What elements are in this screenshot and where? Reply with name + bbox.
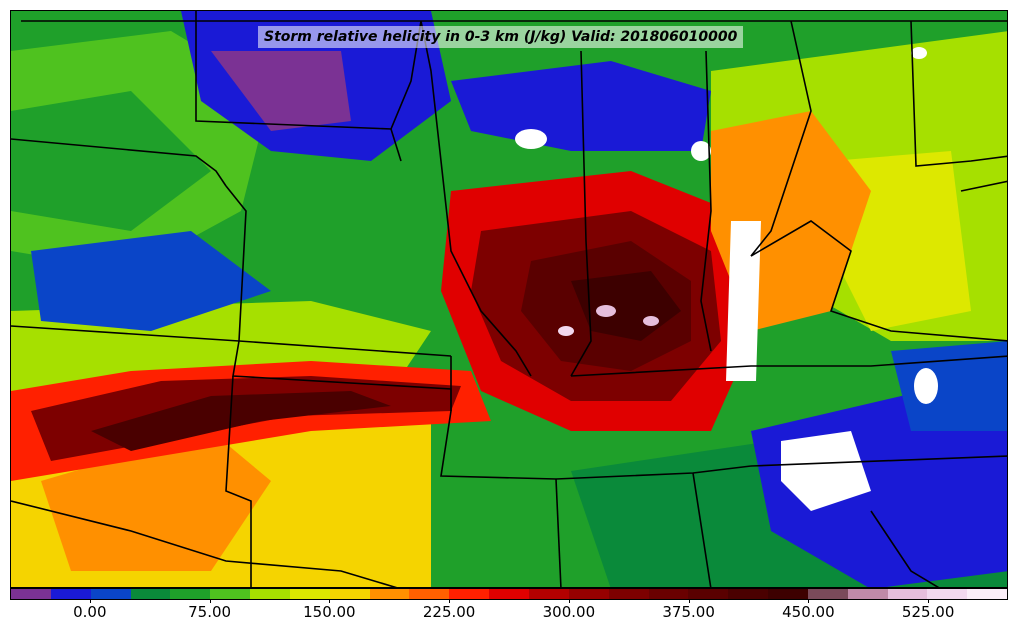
colorbar-segment <box>568 589 609 599</box>
colorbar-segment <box>409 589 450 599</box>
colorbar-segment <box>768 589 808 599</box>
colorbar-tick-mark <box>449 599 451 603</box>
colorbar-tick-mark <box>928 599 930 603</box>
state-border <box>225 185 247 342</box>
colorbar-segment <box>489 589 529 599</box>
field-region <box>515 129 547 149</box>
colorbar-segment <box>449 589 490 599</box>
state-border <box>700 50 712 352</box>
colorbar-tick-mark <box>688 599 690 603</box>
colorbar-segment <box>967 589 1008 599</box>
colorbar <box>10 588 1008 600</box>
colorbar-segment <box>90 589 131 599</box>
state-border <box>750 220 1007 342</box>
field-region <box>911 47 927 59</box>
colorbar-segment <box>289 589 330 599</box>
field-region <box>91 391 391 451</box>
colorbar-tick-label: 225.00 <box>422 603 476 621</box>
colorbar-tick-mark <box>209 599 211 603</box>
field-region <box>11 91 211 231</box>
state-border <box>692 472 712 587</box>
colorbar-tick-label: 375.00 <box>662 603 715 621</box>
colorbar-segment <box>170 589 211 599</box>
colorbar-tick-mark <box>329 599 331 603</box>
colorbar-segment <box>528 589 569 599</box>
state-border <box>750 20 812 257</box>
colorbar-segment <box>608 589 649 599</box>
colorbar-segment <box>130 589 171 599</box>
map-frame: Storm relative helicity in 0-3 km (J/kg)… <box>10 10 1008 588</box>
field-region <box>31 231 271 331</box>
colorbar-tick-label: 0.00 <box>73 603 107 621</box>
colorbar-segment <box>250 589 290 599</box>
colorbar-segment <box>329 589 370 599</box>
field-region <box>891 341 1007 431</box>
field-region <box>726 221 761 381</box>
colorbar-segment <box>887 589 928 599</box>
colorbar-tick-label: 525.00 <box>901 603 955 621</box>
colorbar-tick-label: 300.00 <box>542 603 596 621</box>
state-border <box>11 500 398 587</box>
field-region <box>558 326 574 336</box>
field-region <box>596 305 616 317</box>
map-title: Storm relative helicity in 0-3 km (J/kg)… <box>258 26 744 48</box>
colorbar-tick-label: 75.00 <box>188 603 232 621</box>
state-border <box>960 180 1007 192</box>
state-border <box>555 478 562 587</box>
colorbar-tick-label: 450.00 <box>782 603 835 621</box>
state-border <box>570 50 592 377</box>
state-border <box>570 355 1007 377</box>
colorbar-segment <box>648 589 689 599</box>
field-region <box>914 368 938 404</box>
helicity-fill-layer <box>11 11 1007 587</box>
field-region <box>781 431 871 511</box>
colorbar-segment <box>11 589 51 599</box>
state-borders-layer <box>11 11 1007 587</box>
state-border <box>870 510 940 587</box>
field-region <box>211 51 351 131</box>
state-border <box>195 11 402 162</box>
colorbar-tick-mark <box>89 599 91 603</box>
field-region <box>451 61 711 151</box>
colorbar-segment <box>728 589 769 599</box>
colorbar-tick-mark <box>808 599 810 603</box>
colorbar-segment <box>210 589 251 599</box>
colorbar-segment <box>847 589 888 599</box>
colorbar-tick-label: 150.00 <box>303 603 356 621</box>
colorbar-tick-labels: 0.00 75.00 150.00 225.00 300.00 375.00 450.00 5… <box>10 599 1008 628</box>
colorbar-segment <box>688 589 729 599</box>
state-border <box>225 375 252 587</box>
field-region <box>691 141 711 161</box>
helicity-map <box>11 11 1007 587</box>
colorbar-tick-mark <box>568 599 570 603</box>
state-border <box>11 138 227 187</box>
state-border <box>420 20 532 377</box>
colorbar-segment <box>50 589 91 599</box>
state-border <box>440 356 752 480</box>
colorbar-segment <box>807 589 848 599</box>
colorbar-segment <box>369 589 410 599</box>
colorbar-segment <box>927 589 968 599</box>
state-border <box>750 455 1007 467</box>
field-region <box>643 316 659 326</box>
state-border <box>910 20 1007 167</box>
